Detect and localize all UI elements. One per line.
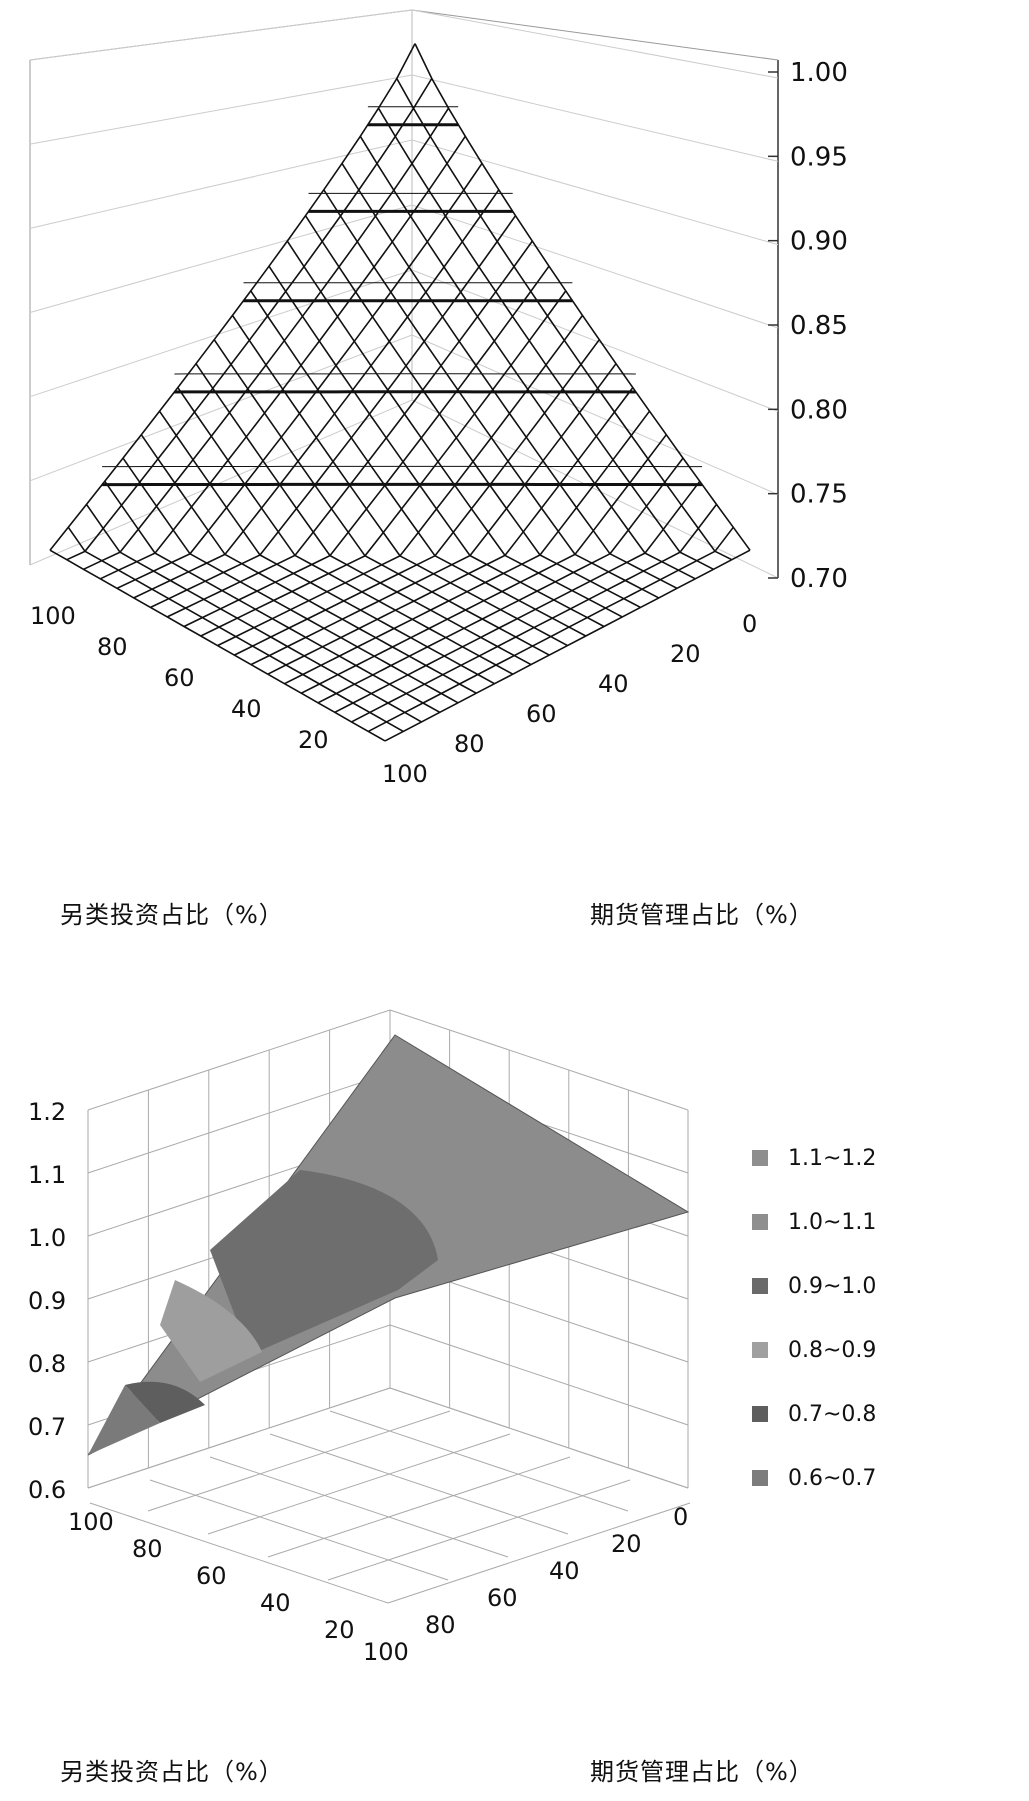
mesh-line xyxy=(167,241,532,617)
x-axis-title: 另类投资占比（%） xyxy=(60,895,284,930)
legend-label: 0.7~0.8 xyxy=(788,1402,876,1427)
legend-label: 1.1~1.2 xyxy=(788,1146,876,1171)
y-tick-label: 80 xyxy=(454,730,485,758)
mesh-line xyxy=(117,163,482,588)
back-gridline xyxy=(412,140,778,245)
legend-swatch xyxy=(752,1150,768,1166)
x-axis-title-bottom: 另类投资占比（%） xyxy=(60,1752,284,1787)
gridline xyxy=(390,1325,688,1425)
x-tick-label: 40 xyxy=(260,1589,291,1617)
mesh-line xyxy=(379,108,714,569)
legend-label: 0.8~0.9 xyxy=(788,1338,876,1363)
y-tick-label: 40 xyxy=(598,670,629,698)
mesh-line xyxy=(352,504,717,722)
y-tick-label: 40 xyxy=(549,1557,580,1585)
floor-gridline xyxy=(208,1434,510,1534)
back-gridline xyxy=(30,75,412,144)
mesh-line xyxy=(397,79,732,560)
back-gridline xyxy=(412,10,778,78)
legend-label: 0.6~0.7 xyxy=(788,1466,876,1491)
mesh-line xyxy=(318,458,683,703)
z-tick-label: 0.85 xyxy=(790,311,848,341)
back-gridline xyxy=(412,75,778,161)
y-tick-label: 60 xyxy=(487,1584,518,1612)
y-axis-title-bottom: 期货管理占比（%） xyxy=(590,1752,814,1787)
x-tick-label: 60 xyxy=(164,664,195,692)
shaded-surface-chart: 0.6 0.7 0.8 0.9 1.0 1.1 1.2 100 80 60 40 20 0 20 40 60… xyxy=(0,1000,1029,1797)
gridline xyxy=(88,1010,390,1110)
mesh-line xyxy=(415,44,750,551)
y-tick-label: 0 xyxy=(673,1503,688,1531)
x-tick-label: 80 xyxy=(97,633,128,661)
floor-gridline xyxy=(388,1503,690,1603)
mesh-line xyxy=(67,79,432,560)
y-tick-label: 100 xyxy=(382,760,428,788)
mesh-line xyxy=(342,163,677,588)
mesh-line xyxy=(100,136,465,579)
floor-gridline xyxy=(330,1411,628,1511)
z-tick-label: 1.2 xyxy=(28,1098,66,1126)
mesh-line xyxy=(50,44,415,551)
floor-gridline xyxy=(210,1457,508,1557)
z-tick-label: 0.70 xyxy=(790,564,848,594)
z-tick-label: 1.00 xyxy=(790,58,848,88)
shaded-surface-plot: 0.6 0.7 0.8 0.9 1.0 1.1 1.2 100 80 60 40 20 0 20 40 60… xyxy=(0,1000,1029,1797)
mesh-line xyxy=(335,481,700,712)
floor-gridline xyxy=(390,1388,688,1488)
x-tick-label: 100 xyxy=(30,602,76,630)
floor-gridline xyxy=(328,1480,630,1580)
z-tick-label: 1.1 xyxy=(28,1161,66,1189)
x-tick-label: 20 xyxy=(298,726,329,754)
z-tick-label: 0.80 xyxy=(790,395,848,425)
y-tick-label: 20 xyxy=(611,1530,642,1558)
legend-label: 1.0~1.1 xyxy=(788,1210,876,1235)
y-tick-label: 80 xyxy=(425,1611,456,1639)
y-tick-label: 60 xyxy=(526,700,557,728)
legend-swatch xyxy=(752,1342,768,1358)
z-tick-label: 0.9 xyxy=(28,1287,66,1315)
x-tick-label: 100 xyxy=(68,1508,114,1536)
wireframe-surface-chart: 0.70 0.75 0.80 0.85 0.90 0.95 1.00 100 80 60 40 20 0… xyxy=(0,0,1029,940)
back-gridline xyxy=(30,10,412,60)
z-tick-label: 0.8 xyxy=(28,1350,66,1378)
mesh-line xyxy=(84,108,449,569)
z-tick-label: 0.75 xyxy=(790,480,848,510)
legend-label: 0.9~1.0 xyxy=(788,1274,876,1299)
legend-swatch xyxy=(752,1470,768,1486)
back-gridline xyxy=(412,270,778,411)
y-tick-label: 0 xyxy=(742,610,757,638)
back-gridline xyxy=(30,205,412,313)
floor-gridline xyxy=(148,1411,450,1511)
legend-swatch xyxy=(752,1214,768,1230)
back-wall-edge xyxy=(412,10,778,60)
floor-gridline xyxy=(150,1480,448,1580)
mesh-line xyxy=(87,504,422,722)
y-tick-label: 20 xyxy=(670,640,701,668)
x-tick-label: 80 xyxy=(132,1535,163,1563)
x-tick-label: 40 xyxy=(231,695,262,723)
wireframe-surface-plot: 0.70 0.75 0.80 0.85 0.90 0.95 1.00 100 80 60 40 20 0… xyxy=(0,0,1029,940)
x-tick-label: 20 xyxy=(324,1616,355,1644)
y-axis-title: 期货管理占比（%） xyxy=(590,895,814,930)
x-tick-label: 60 xyxy=(196,1562,227,1590)
z-tick-label: 1.0 xyxy=(28,1224,66,1252)
z-tick-label: 0.90 xyxy=(790,227,848,257)
mesh-line xyxy=(360,136,695,579)
back-gridline xyxy=(30,335,412,481)
back-gridline xyxy=(412,205,778,328)
legend-swatch xyxy=(752,1278,768,1294)
legend-swatch xyxy=(752,1406,768,1422)
y-tick-label: 100 xyxy=(363,1638,409,1666)
z-tick-label: 0.7 xyxy=(28,1413,66,1441)
z-tick-label: 0.95 xyxy=(790,142,848,172)
floor-gridline xyxy=(270,1434,568,1534)
floor-gridline xyxy=(268,1457,570,1557)
z-tick-label: 0.6 xyxy=(28,1476,66,1504)
